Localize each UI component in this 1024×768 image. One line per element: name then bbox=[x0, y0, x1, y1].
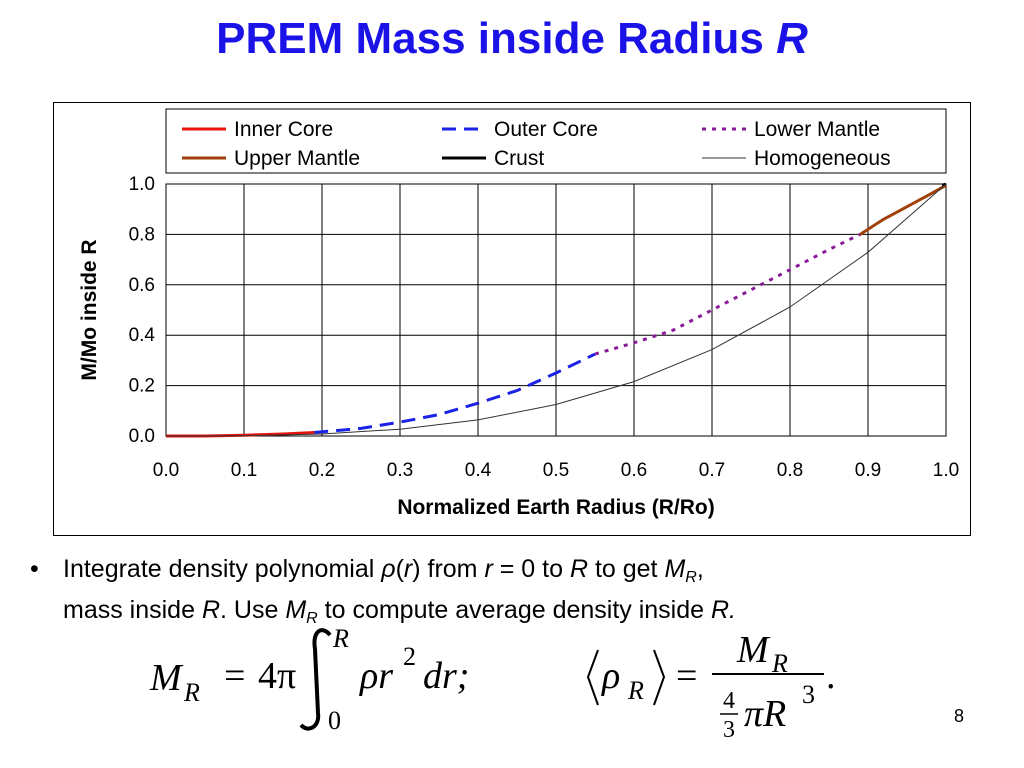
density-equation: ρ R = M R 4 3 πR 3 . bbox=[586, 629, 836, 743]
legend-label: Crust bbox=[494, 147, 544, 170]
slide-title: PREM Mass inside Radius R bbox=[216, 14, 808, 63]
y-tick-label: 0.2 bbox=[129, 376, 155, 397]
eq2-denominator-body: πR bbox=[744, 693, 786, 735]
eq2-numerator-m: M bbox=[736, 629, 771, 671]
bullet-dot: • bbox=[30, 555, 39, 583]
y-tick-label: 1.0 bbox=[129, 174, 155, 195]
eq2-rho-sub: R bbox=[627, 676, 644, 705]
chart-frame: Inner Core Outer Core Lower Mantle Upper Ma… bbox=[53, 102, 971, 536]
x-axis-label: Normalized Earth Radius (R/Ro) bbox=[397, 496, 714, 519]
x-tick-label: 0.6 bbox=[621, 460, 647, 481]
eq2-rho: ρ bbox=[601, 655, 620, 697]
eq1-lower-limit: 0 bbox=[328, 706, 341, 735]
legend-label: Lower Mantle bbox=[754, 118, 880, 141]
title-variable: R bbox=[776, 14, 808, 63]
axes: 0.0 0.1 0.2 0.3 0.4 0.5 0.6 0.7 0.8 0.9 1.0 0.0 0.2 0… bbox=[78, 174, 959, 519]
series-line-outer-core bbox=[314, 352, 596, 434]
series-line-lower-mantle bbox=[594, 233, 861, 356]
x-tick-label: 0.9 bbox=[855, 460, 881, 481]
eq1-equals: = bbox=[224, 655, 245, 697]
eq2-denominator-exp: 3 bbox=[802, 680, 815, 709]
mass-equation: M R = 4π R 0 ρr 2 dr; bbox=[149, 624, 469, 735]
eq2-equals: = bbox=[676, 655, 697, 697]
x-tick-label: 0.4 bbox=[465, 460, 492, 481]
eq1-exponent: 2 bbox=[403, 642, 416, 671]
eq1-lhs-sub: R bbox=[183, 678, 200, 707]
x-tick-label: 0.8 bbox=[777, 460, 803, 481]
y-tick-label: 0.8 bbox=[129, 224, 155, 245]
bullet-line-1: Integrate density polynomial ρ(r) from r… bbox=[63, 555, 704, 586]
series-line-upper-mantle bbox=[859, 183, 947, 236]
x-tick-label: 0.5 bbox=[543, 460, 569, 481]
y-tick-label: 0.6 bbox=[129, 275, 155, 296]
bullet-point: • Integrate density polynomial ρ(r) from… bbox=[30, 553, 990, 635]
series-line-homogeneous bbox=[165, 183, 947, 437]
x-tick-label: 0.3 bbox=[387, 460, 413, 481]
legend-label: Outer Core bbox=[494, 118, 598, 141]
eq2-numerator-sub: R bbox=[771, 649, 788, 678]
legend-label: Upper Mantle bbox=[234, 147, 360, 170]
eq1-upper-limit: R bbox=[332, 624, 349, 653]
x-tick-label: 1.0 bbox=[933, 460, 959, 481]
x-tick-label: 0.7 bbox=[699, 460, 725, 481]
plot-area bbox=[165, 183, 947, 437]
legend: Inner Core Outer Core Lower Mantle Upper Ma… bbox=[165, 108, 947, 174]
left-angle-bracket bbox=[586, 649, 599, 706]
legend-box bbox=[165, 108, 947, 174]
eq1-integrand: ρr bbox=[359, 655, 393, 697]
eq1-differential: dr; bbox=[423, 655, 469, 697]
eq2-period: . bbox=[826, 655, 836, 697]
y-tick-label: 0.0 bbox=[129, 426, 155, 447]
bullet-line-2: mass inside R. Use MR to compute average… bbox=[63, 596, 736, 627]
legend-label: Inner Core bbox=[234, 118, 333, 141]
bullet-text: Integrate density polynomial ρ(r) from r… bbox=[63, 553, 990, 635]
y-tick-label: 0.4 bbox=[129, 325, 156, 346]
eq2-small-numerator: 4 bbox=[723, 688, 735, 714]
plot-series bbox=[165, 182, 947, 438]
eq1-coefficient: 4π bbox=[258, 655, 296, 697]
equations: M R = 4π R 0 ρr 2 dr; ρ R = M R 4 3 πR 3… bbox=[149, 624, 836, 743]
plot-grid bbox=[165, 183, 947, 437]
eq1-lhs-m: M bbox=[149, 657, 184, 699]
chart: Inner Core Outer Core Lower Mantle Upper Ma… bbox=[78, 108, 959, 519]
x-tick-label: 0.2 bbox=[309, 460, 335, 481]
y-axis-label: M/Mo inside R bbox=[78, 239, 101, 380]
x-tick-label: 0.1 bbox=[231, 460, 257, 481]
right-angle-bracket bbox=[653, 649, 666, 706]
x-tick-label: 0.0 bbox=[153, 460, 179, 481]
page-number: 8 bbox=[953, 706, 964, 726]
legend-label: Homogeneous bbox=[754, 147, 891, 170]
eq2-small-denominator: 3 bbox=[723, 717, 735, 743]
integral-sign bbox=[299, 628, 332, 731]
